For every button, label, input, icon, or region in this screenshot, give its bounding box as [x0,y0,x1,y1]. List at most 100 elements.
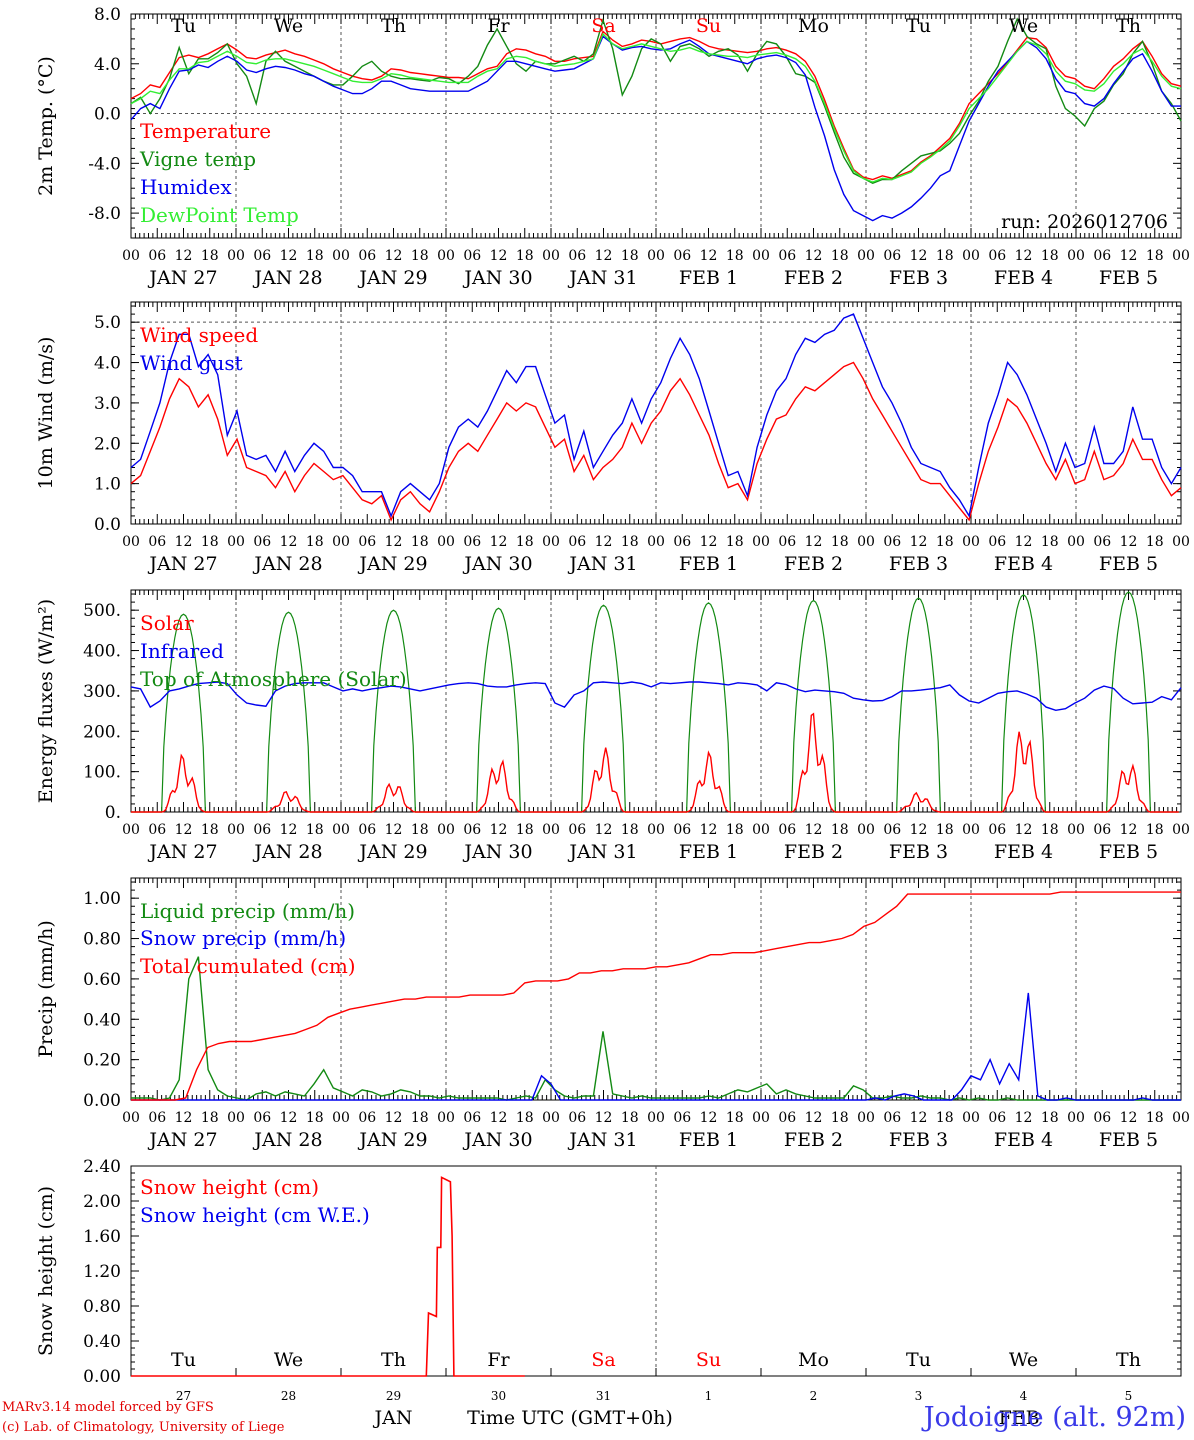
legend-entry: Solar [140,611,194,635]
hour-tick-label: 06 [463,534,481,550]
day-number-label: 27 [176,1389,191,1403]
hour-tick-label: 18 [516,534,534,550]
hour-tick-label: 06 [358,1110,376,1126]
hour-tick-label: 18 [1146,248,1164,264]
hour-tick-label: 12 [910,534,928,550]
legend-entry: Liquid precip (mm/h) [140,899,355,923]
hour-tick-label: 00 [1172,534,1190,550]
hour-tick-label: 12 [490,822,508,838]
hour-tick-label: 06 [673,1110,691,1126]
hour-tick-label: 06 [148,534,166,550]
series-line-humidex [130,35,1181,222]
y-tick-label: 400. [83,642,121,662]
hour-tick-label: 00 [752,534,770,550]
hour-tick-label: 12 [175,248,193,264]
y-tick-label: 0.0 [94,105,121,125]
weekday-label: We [1009,1349,1038,1371]
y-tick-label: 100. [83,763,121,783]
y-tick-label: 1.0 [94,475,121,495]
model-credit: MARv3.14 model forced by GFS [2,1400,214,1415]
day-label: FEB 2 [784,553,843,575]
y-tick-label: 1.60 [83,1227,121,1247]
hour-tick-label: 00 [437,1110,455,1126]
hour-tick-label: 00 [752,1110,770,1126]
series-line-total-cumulated-cm- [131,891,1181,1101]
day-label: FEB 1 [679,841,738,863]
hour-tick-label: 18 [201,534,219,550]
station-label: Jodoigne (alt. 92m) [923,1402,1186,1433]
weekday-label: Sa [591,15,615,37]
hour-tick-label: 06 [463,248,481,264]
day-number-label: 31 [596,1389,611,1403]
hour-tick-label: 18 [1041,248,1059,264]
hour-tick-label: 18 [726,248,744,264]
weekday-label: Fr [487,15,510,37]
snow-height-line [131,1176,525,1377]
legend-entry: Wind speed [140,323,258,347]
y-tick-label: 0.60 [83,970,121,990]
hour-tick-label: 06 [1093,248,1111,264]
hour-tick-label: 18 [1146,1110,1164,1126]
day-number-label: 4 [1020,1389,1028,1403]
hour-tick-label: 00 [962,822,980,838]
hour-tick-label: 12 [1015,822,1033,838]
hour-tick-label: 12 [280,534,298,550]
hour-tick-label: 06 [463,822,481,838]
hour-tick-label: 18 [726,822,744,838]
hour-tick-label: 06 [253,248,271,264]
hour-tick-label: 00 [857,248,875,264]
hour-tick-label: 00 [227,1110,245,1126]
hour-tick-label: 12 [805,248,823,264]
hour-tick-label: 06 [883,822,901,838]
series-line-temperature [130,30,1182,181]
hour-tick-label: 00 [122,822,140,838]
y-tick-label: 8.0 [94,5,121,25]
hour-tick-label: 00 [1172,822,1190,838]
hour-tick-label: 12 [490,534,508,550]
day-label: FEB 1 [679,267,738,289]
day-number-label: 28 [281,1389,296,1403]
hour-tick-label: 18 [726,534,744,550]
day-number-label: 3 [915,1389,923,1403]
weekday-label: Tu [906,1349,931,1371]
hour-tick-label: 12 [175,1110,193,1126]
hour-tick-label: 18 [411,248,429,264]
hour-tick-label: 06 [253,534,271,550]
legend-entry: Snow height (cm W.E.) [140,1203,370,1227]
y-tick-label: 2.00 [83,1192,121,1212]
hour-tick-label: 12 [490,248,508,264]
hour-tick-label: 18 [306,248,324,264]
weekday-label: Mo [798,1349,829,1371]
hour-tick-label: 06 [358,534,376,550]
toa-solar-line [131,591,1179,813]
hour-tick-label: 12 [1120,248,1138,264]
hour-tick-label: 00 [542,1110,560,1126]
weekday-label: We [274,1349,303,1371]
hour-tick-label: 06 [358,822,376,838]
series-line-snow-precip-mm-h- [131,992,1181,1101]
month-label: JAN [373,1407,413,1429]
hour-tick-label: 06 [463,1110,481,1126]
hour-tick-label: 18 [831,534,849,550]
weekday-label: Th [1116,1349,1141,1371]
weekday-label: Tu [171,15,196,37]
hour-tick-label: 00 [542,248,560,264]
day-label: FEB 1 [679,1129,738,1151]
y-tick-label: 3.0 [94,394,121,414]
day-label: JAN 27 [147,553,217,575]
weekday-label: Su [696,1349,721,1371]
hour-tick-label: 18 [621,822,639,838]
hour-tick-label: 06 [148,822,166,838]
weekday-label: We [274,15,303,37]
hour-tick-label: 06 [883,248,901,264]
hour-tick-label: 18 [411,534,429,550]
hour-tick-label: 06 [673,822,691,838]
hour-tick-label: 06 [253,1110,271,1126]
hour-tick-label: 12 [910,822,928,838]
hour-tick-label: 06 [988,248,1006,264]
hour-tick-label: 06 [148,1110,166,1126]
y-tick-label: -8.0 [88,204,121,224]
hour-tick-label: 18 [1041,822,1059,838]
weekday-label: Th [381,15,406,37]
hour-tick-label: 00 [962,534,980,550]
